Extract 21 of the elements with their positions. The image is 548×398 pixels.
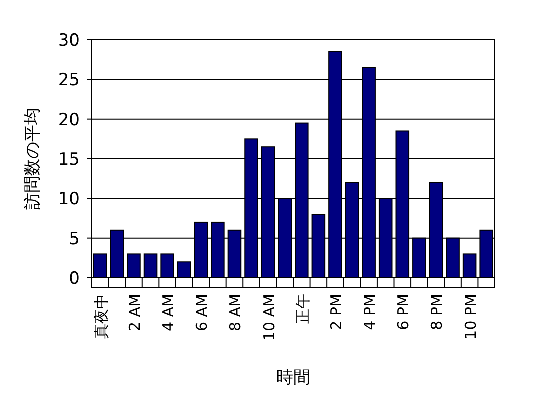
x-tick-label: 10 PM bbox=[462, 294, 480, 340]
x-tick-label: 2 PM bbox=[327, 294, 346, 330]
y-tick-label: 25 bbox=[58, 70, 80, 91]
x-axis-title: 時間 bbox=[276, 368, 310, 388]
x-tick-label: 8 AM bbox=[226, 294, 245, 332]
x-tick-label: 6 PM bbox=[394, 294, 413, 330]
x-tick-label: 4 AM bbox=[160, 294, 178, 332]
x-tick-label: 真夜中 bbox=[92, 294, 110, 339]
x-tick-label: 10 AM bbox=[260, 294, 278, 342]
y-tick-label: 10 bbox=[58, 190, 80, 210]
x-tick-label: 2 AM bbox=[126, 294, 144, 332]
y-tick-label: 30 bbox=[58, 31, 80, 51]
y-tick-label: 20 bbox=[58, 110, 80, 130]
x-tick-label: 正午 bbox=[294, 294, 312, 324]
x-tick-label: 6 AM bbox=[193, 294, 212, 332]
y-tick-label: 0 bbox=[69, 269, 80, 289]
y-tick-label: 5 bbox=[69, 229, 80, 250]
y-tick-label: 15 bbox=[58, 150, 80, 170]
x-tick-label: 4 PM bbox=[361, 294, 380, 330]
y-axis-title: 訪問数の平均 bbox=[23, 108, 43, 210]
x-tick-label: 8 PM bbox=[428, 294, 446, 330]
